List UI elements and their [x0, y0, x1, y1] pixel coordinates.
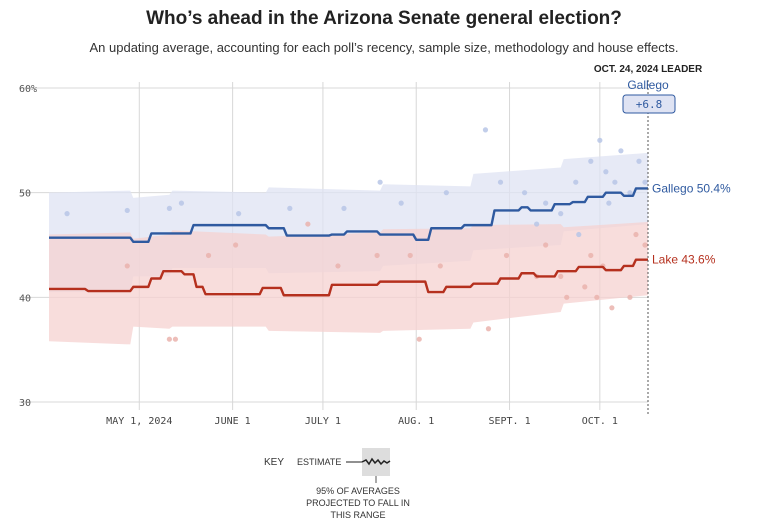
y-tick-label: 50 [19, 189, 31, 200]
x-tick-label: OCT. 1 [582, 416, 618, 427]
x-tick-label: AUG. 1 [398, 416, 434, 427]
gallego-poll-dot [558, 211, 564, 217]
lake-poll-dot [609, 305, 615, 311]
average-lines [49, 187, 648, 297]
lake-poll-dot [335, 263, 341, 269]
gallego-poll-dot [627, 190, 633, 196]
lake-poll-dot [564, 294, 570, 300]
lake-poll-dot [124, 263, 130, 269]
gallego-end-label: Gallego 50.4% [652, 181, 731, 195]
lake-poll-dot [172, 336, 179, 342]
gallego-poll-dot [236, 211, 242, 217]
lake-poll-dot [642, 242, 648, 248]
lake-end-label: Lake 43.6% [652, 253, 716, 267]
gallego-poll-dot [606, 200, 612, 206]
poll-dots [64, 127, 648, 342]
gallego-poll-dot [618, 148, 624, 154]
gallego-poll-dot [64, 211, 70, 217]
gallego-poll-dot [642, 179, 648, 185]
lake-poll-dot [407, 252, 413, 259]
gallego-poll-dot [482, 127, 489, 133]
leader-name: Gallego [627, 78, 669, 92]
lake-poll-dot [374, 252, 380, 259]
leader-date-label: OCT. 24, 2024 LEADER [594, 64, 703, 75]
lake-poll-dot [503, 252, 510, 259]
y-tick-label: 30 [19, 398, 31, 409]
key-band-line3: THIS RANGE [330, 510, 385, 520]
gallego-poll-dot [497, 179, 504, 185]
gallego-poll-dot [178, 200, 185, 206]
y-tick-label: 60% [19, 84, 37, 95]
gallego-poll-dot [534, 221, 540, 227]
gallego-poll-dot [597, 137, 603, 143]
gallego-poll-dot [573, 179, 579, 185]
lake-poll-dot [437, 263, 443, 269]
lake-poll-dot [594, 294, 600, 300]
lake-poll-dot [588, 252, 594, 259]
gallego-poll-dot [543, 200, 549, 206]
gallego-poll-dot [377, 179, 383, 185]
lake-average-line [49, 258, 648, 297]
gallego-poll-dot [341, 205, 347, 211]
lake-poll-dot [305, 221, 311, 227]
gallego-poll-dot [521, 190, 528, 196]
x-tick-label: JULY 1 [305, 416, 341, 427]
x-tick-label: JUNE 1 [215, 416, 251, 427]
gallego-poll-dot [124, 207, 130, 214]
gallego-average-line [49, 187, 648, 244]
gallego-poll-dot [398, 200, 404, 206]
series-end-labels: Gallego 50.4% Lake 43.6% [652, 181, 731, 266]
x-tick-label: MAY 1, 2024 [106, 416, 172, 427]
axis-ticks: 30 40 50 60% MAY 1, 2024 JUNE 1 JULY 1 AUG. 1 SE… [19, 84, 618, 427]
lake-poll-dot [558, 273, 564, 279]
lake-poll-dot [416, 336, 422, 342]
chart-subtitle: An updating average, accounting for each… [89, 40, 679, 55]
x-tick-label: SEPT. 1 [488, 416, 530, 427]
chart-title: Who’s ahead in the Arizona Senate genera… [146, 8, 622, 29]
gallego-poll-dot [588, 158, 594, 164]
chart-key: KEY ESTIMATE 95% OF AVERAGES PROJECTED T… [264, 448, 410, 520]
confidence-bands [49, 152, 648, 345]
lake-band [49, 221, 648, 345]
gallego-poll-dot [636, 158, 642, 164]
gallego-poll-dot [443, 190, 449, 196]
lake-poll-dot [633, 231, 639, 238]
y-tick-label: 40 [19, 293, 31, 304]
key-band-line2: PROJECTED TO FALL IN [306, 498, 410, 508]
key-estimate-label: ESTIMATE [297, 457, 341, 467]
lake-poll-dot [627, 294, 633, 300]
lake-poll-dot [205, 252, 212, 259]
gallego-poll-dot [287, 205, 293, 211]
gallego-poll-dot [612, 179, 618, 185]
leader-annotation: OCT. 24, 2024 LEADER Gallego +6.8 [594, 64, 703, 416]
lake-poll-dot [543, 242, 549, 248]
lake-poll-dot [233, 242, 239, 248]
lake-poll-dot [485, 326, 492, 332]
lake-poll-dot [166, 336, 173, 342]
key-estimate-swatch [361, 457, 391, 466]
gallego-poll-dot [166, 205, 173, 211]
gallego-poll-dot [603, 169, 609, 175]
leader-margin: +6.8 [636, 98, 663, 111]
leader-margin-box [622, 94, 676, 114]
gallego-poll-dot [576, 231, 582, 238]
key-band-line1: 95% OF AVERAGES [316, 486, 400, 496]
key-label: KEY [264, 457, 284, 468]
lake-poll-dot [582, 284, 588, 290]
